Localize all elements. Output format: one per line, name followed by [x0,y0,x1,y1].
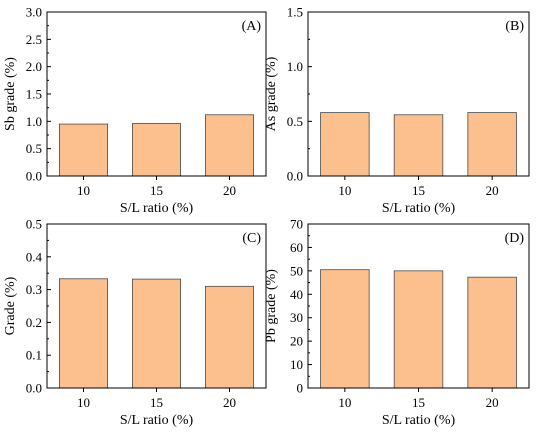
xaxis-title-c: S/L ratio (%) [120,413,194,428]
bar-c-15 [132,278,181,389]
bar-b-15 [393,114,444,177]
bar-d-10 [320,269,370,389]
ytick-label-d-1: 10 [290,357,303,372]
ytick-label-d-0: 0 [297,381,304,396]
ytick-label-c-1: 0.1 [26,348,42,363]
ytick-label-a-6: 3.0 [26,5,42,20]
ytick-label-b-2: 1.0 [287,59,303,74]
ytick-label-b-1: 0.5 [287,114,303,129]
panel-c: 0.0 0.1 0.2 0.3 0.4 0.5 10 15 20 S/L ratio (%) Gra… [3,217,267,428]
ytick-label-b-3: 1.5 [287,5,303,20]
bar-a-15 [132,123,181,177]
ytick-label-d-4: 40 [290,287,303,302]
panel-b: 0.0 0.5 1.0 1.5 10 15 20 S/L ratio (%) As grade … [264,5,530,216]
bar-a-20 [205,114,254,177]
xtick-label-d-1: 15 [412,395,425,410]
bar-c-10 [59,278,108,389]
yaxis-title-a: Sb grade (%) [3,57,18,131]
xtick-label-d-0: 10 [338,395,351,410]
bar-d-15 [393,270,444,389]
ytick-label-c-0: 0.0 [26,381,42,396]
bar-b-10 [320,112,370,177]
xtick-label-c-2: 20 [223,395,236,410]
ytick-label-c-5: 0.5 [26,217,42,232]
ytick-label-b-0: 0.0 [287,169,303,184]
bar-b-20 [467,112,517,177]
panel-label-a: (A) [242,19,262,34]
xtick-label-a-0: 10 [77,183,90,198]
xaxis-title-a: S/L ratio (%) [120,201,194,216]
panel-label-b: (B) [505,19,524,34]
xaxis-title-d: S/L ratio (%) [382,413,456,428]
ytick-label-a-0: 0.0 [26,169,42,184]
xtick-label-b-1: 15 [412,183,425,198]
xtick-label-c-1: 15 [150,395,163,410]
yaxis-title-d: Pb grade (%) [264,269,279,343]
panel-label-d: (D) [505,231,525,246]
bar-d-20 [467,276,517,389]
ytick-label-d-3: 30 [290,310,303,325]
xtick-label-b-0: 10 [338,183,351,198]
ytick-label-d-7: 70 [290,217,303,232]
xtick-label-b-2: 20 [486,183,499,198]
ytick-label-d-2: 20 [290,334,303,349]
ytick-label-a-5: 2.5 [26,32,42,47]
ytick-label-c-3: 0.3 [26,282,42,297]
yaxis-title-b: As grade (%) [264,56,279,131]
ytick-label-a-4: 2.0 [26,59,42,74]
yaxis-title-c: Grade (%) [3,276,18,335]
xtick-label-d-2: 20 [486,395,499,410]
panel-a: 0.0 0.5 1.0 1.5 2.0 2.5 3.0 10 15 20 S/L ratio (%)… [3,5,267,216]
xtick-label-a-2: 20 [223,183,236,198]
ytick-label-a-1: 0.5 [26,141,42,156]
ytick-label-d-5: 50 [290,263,303,278]
xtick-label-a-1: 15 [150,183,163,198]
bar-c-20 [205,285,254,389]
panel-label-c: (C) [242,231,261,246]
panel-d: 0 10 20 30 40 50 60 70 10 15 20 S/L ratio (%) Pb gra… [264,217,530,428]
xaxis-title-b: S/L ratio (%) [382,201,456,216]
ytick-label-a-2: 1.0 [26,114,42,129]
ytick-label-c-2: 0.2 [26,315,42,330]
ytick-label-a-3: 1.5 [26,87,42,102]
bar-a-10 [59,123,108,177]
xtick-label-c-0: 10 [77,395,90,410]
ytick-label-d-6: 60 [290,240,303,255]
ytick-label-c-4: 0.4 [26,249,43,264]
